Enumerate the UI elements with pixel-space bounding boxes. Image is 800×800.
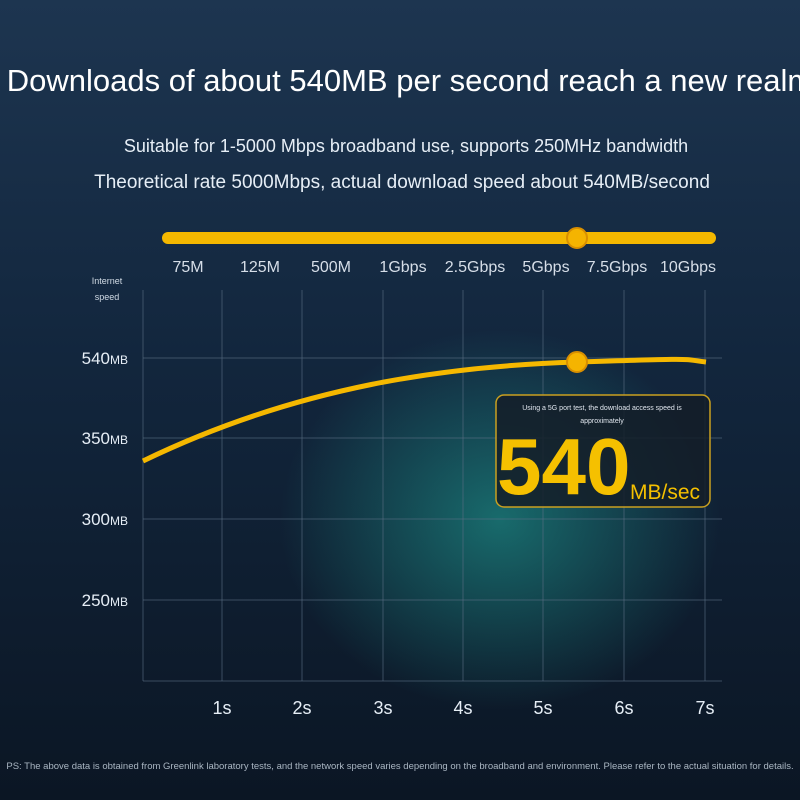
y-label: 350MB (82, 429, 128, 448)
callout-note: Using a 5G port test, the download acces… (522, 405, 682, 412)
y-label-unit: MB (110, 353, 128, 367)
y-label-unit: MB (110, 433, 128, 447)
x-label: 5s (533, 698, 552, 718)
x-label: 1s (212, 698, 231, 718)
x-label: 2s (292, 698, 311, 718)
subtitle: Suitable for 1-5000 Mbps broadband use, … (124, 136, 688, 156)
x-label: 4s (453, 698, 472, 718)
y-label: 540MB (82, 349, 128, 368)
callout-box (495, 394, 711, 508)
bandwidth-label: 125M (240, 259, 280, 276)
y-axis-title: speed (95, 292, 120, 302)
curve-knob (566, 351, 588, 373)
bandwidth-label: 500M (311, 259, 351, 276)
y-label-number: 540 (82, 349, 110, 368)
bandwidth-label: 10Gbps (660, 259, 716, 276)
bandwidth-label: 1Gbps (379, 259, 426, 276)
bandwidth-label: 75M (172, 259, 203, 276)
bandwidth-label: 2.5Gbps (445, 259, 505, 276)
slider-knob (566, 227, 588, 249)
speed-curve (141, 356, 707, 464)
y-label: 300MB (82, 510, 128, 529)
y-axis-title: Internet (92, 276, 123, 286)
subtitle: Theoretical rate 5000Mbps, actual downlo… (94, 172, 710, 193)
y-label-number: 350 (82, 429, 110, 448)
y-label-unit: MB (110, 595, 128, 609)
footnote: PS: The above data is obtained from Gree… (6, 761, 793, 772)
title: Downloads of about 540MB per second reac… (7, 63, 800, 98)
callout-note: approximately (580, 418, 624, 425)
x-label: 7s (695, 698, 714, 718)
x-label: 3s (373, 698, 392, 718)
glow (280, 330, 720, 710)
y-label-number: 300 (82, 510, 110, 529)
y-label-unit: MB (110, 514, 128, 528)
y-label: 250MB (82, 591, 128, 610)
bandwidth-label: 5Gbps (522, 259, 569, 276)
y-label-number: 250 (82, 591, 110, 610)
x-label: 6s (614, 698, 633, 718)
callout-value: 540 (497, 422, 630, 511)
bandwidth-label: 7.5Gbps (587, 259, 647, 276)
callout-unit: MB/sec (630, 481, 700, 504)
